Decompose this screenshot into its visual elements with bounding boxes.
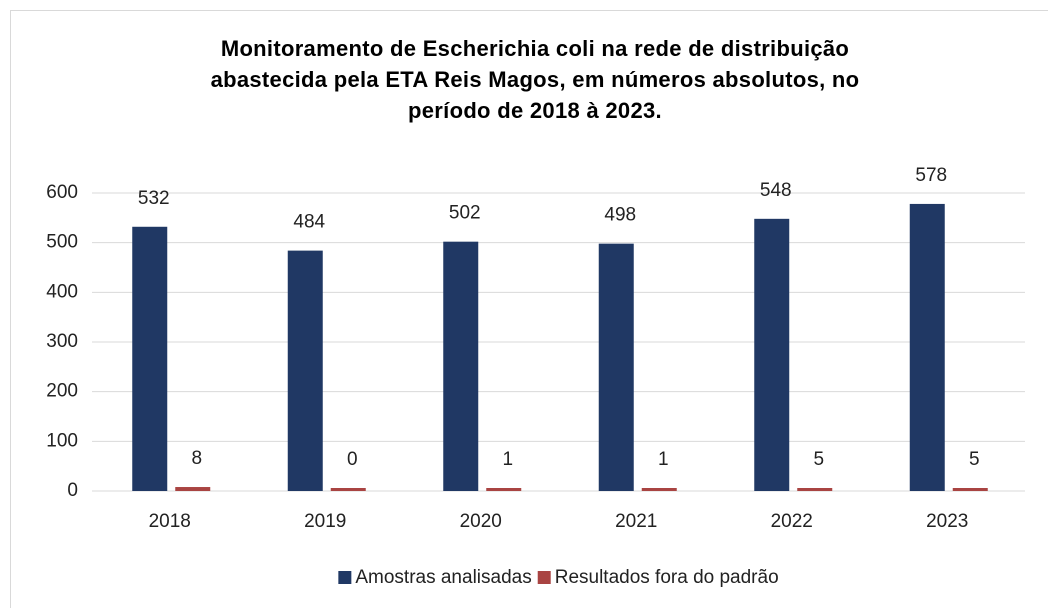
bar [287, 250, 323, 491]
bar [175, 487, 211, 491]
value-label: 578 [915, 165, 947, 186]
value-label: 532 [138, 188, 170, 209]
value-label: 484 [293, 212, 325, 233]
value-label: 5 [813, 449, 824, 470]
value-label: 0 [347, 449, 358, 470]
bar [797, 488, 833, 491]
x-tick-label: 2023 [926, 511, 968, 532]
value-label: 1 [502, 449, 513, 470]
chart-frame [10, 10, 1048, 608]
bar [909, 203, 945, 491]
value-label: 548 [760, 180, 792, 201]
y-tick-label: 600 [46, 182, 78, 203]
value-label: 498 [604, 205, 636, 226]
x-tick-label: 2018 [149, 511, 191, 532]
legend-swatch [537, 571, 551, 584]
y-tick-label: 100 [46, 430, 78, 451]
y-tick-label: 200 [46, 381, 78, 402]
x-tick-label: 2022 [771, 511, 813, 532]
legend-label: Resultados fora do padrão [555, 567, 779, 588]
bar [132, 226, 168, 492]
y-tick-label: 400 [46, 281, 78, 302]
y-tick-label: 300 [46, 331, 78, 352]
x-tick-label: 2020 [460, 511, 502, 532]
legend-swatch [338, 571, 352, 584]
y-tick-label: 0 [67, 480, 78, 501]
legend-label: Amostras analisadas [355, 567, 531, 588]
bar [952, 488, 988, 491]
value-label: 1 [658, 449, 669, 470]
chart-title: Monitoramento de Escherichia coli na red… [210, 36, 860, 123]
value-label: 8 [191, 448, 202, 469]
bar [598, 243, 634, 491]
y-tick-label: 500 [46, 232, 78, 253]
x-tick-label: 2019 [304, 511, 346, 532]
bar [754, 218, 790, 491]
value-label: 5 [969, 449, 980, 470]
bar [443, 241, 479, 491]
bar [330, 488, 366, 491]
bar [486, 488, 522, 491]
bar [641, 488, 677, 491]
value-label: 502 [449, 203, 481, 224]
x-tick-label: 2021 [615, 511, 657, 532]
